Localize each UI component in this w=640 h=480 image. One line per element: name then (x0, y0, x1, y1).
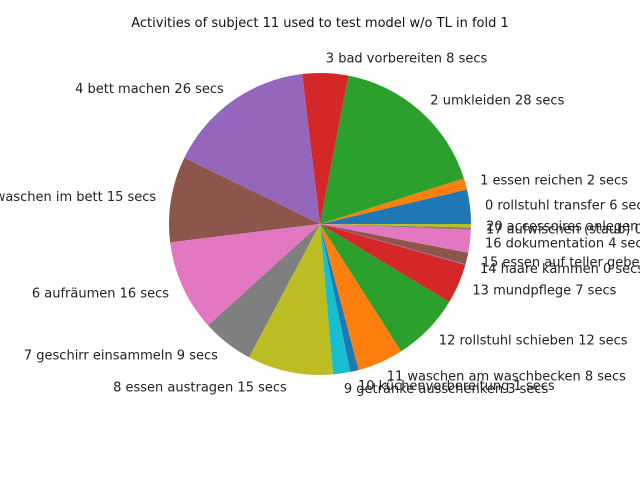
pie-label-7: 7 geschirr einsammeln 9 secs (24, 349, 218, 364)
pie-label-3: 3 bad vorbereiten 8 secs (326, 52, 488, 67)
pie-label-5: 5 waschen im bett 15 secs (0, 190, 156, 205)
pie-label-14: 14 haare kämmen 0 secs (480, 262, 640, 277)
pie-slice-14 (320, 224, 466, 265)
pie-label-4: 4 bett machen 26 secs (75, 82, 224, 97)
chart-title: Activities of subject 11 used to test mo… (131, 16, 509, 31)
pie-label-13: 13 mundpflege 7 secs (472, 284, 616, 299)
pie-label-12: 12 rollstuhl schieben 12 secs (439, 334, 628, 349)
pie-slice-4 (184, 74, 320, 224)
pie-slice-11 (320, 224, 402, 370)
pie-slice-10 (320, 224, 359, 372)
pie-label-10: 10 küchenvorbereitung 1 secs (358, 379, 555, 394)
pie-slice-17 (320, 224, 471, 230)
pie-label-11: 11 waschen am waschbecken 8 secs (387, 370, 626, 385)
pie-slice-6 (170, 224, 320, 326)
pie-slice-2 (320, 75, 464, 225)
pie-slice-3 (302, 73, 349, 224)
pie-label-0: 0 rollstuhl transfer 6 secs (485, 198, 640, 213)
pie-slice-9 (320, 224, 351, 375)
pie-slice-13 (320, 224, 466, 303)
pie-label-17: 17 aufwischen (staub) 0 secs (486, 223, 640, 238)
pie-label-1: 1 essen reichen 2 secs (480, 173, 628, 188)
pie-slice-15 (320, 224, 469, 265)
pie-slice-1 (320, 178, 468, 224)
pie-labels: 0 rollstuhl transfer 6 secs 1 essen reich… (0, 52, 640, 397)
pie-label-9: 9 getränke ausschenken 3 secs (344, 382, 549, 397)
pie-slice-16 (320, 224, 471, 253)
pie-slice-8 (249, 224, 334, 375)
pie-label-2: 2 umkleiden 28 secs (430, 93, 564, 108)
pie-label-8: 8 essen austragen 15 secs (113, 380, 287, 395)
pie-slice-12 (320, 224, 450, 352)
pie-slice-7 (208, 224, 320, 358)
pie-slices (169, 73, 471, 375)
pie-slice-5 (169, 157, 320, 243)
pie-label-6: 6 aufräumen 16 secs (32, 287, 169, 302)
pie-slice-18 (320, 224, 471, 228)
pie-slice-0 (320, 189, 471, 224)
pie-label-15: 15 essen auf teller geben 2 secs (482, 255, 640, 270)
pie-label-16: 16 dokumentation 4 secs (485, 237, 640, 252)
pie-label-18: 20 accessoires anlegen 0 secs (486, 219, 640, 234)
